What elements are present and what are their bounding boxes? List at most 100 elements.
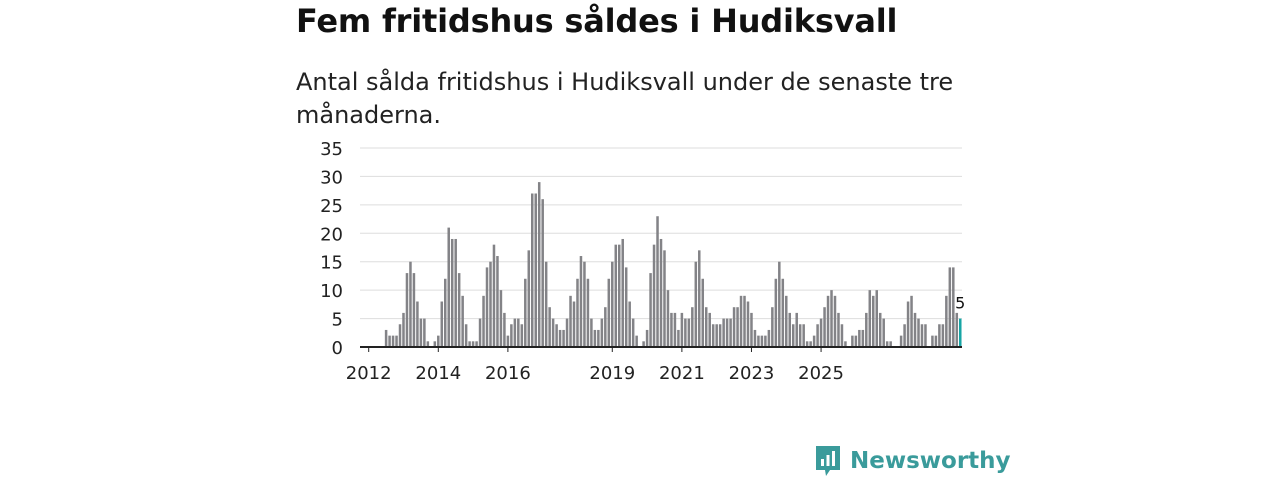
y-tick-label: 35 [320, 139, 343, 160]
bar [631, 318, 635, 347]
bar [736, 307, 739, 347]
bar [906, 301, 910, 347]
bar [934, 335, 938, 347]
bar [680, 312, 684, 347]
bar [565, 318, 569, 347]
bar [837, 312, 840, 347]
x-tick-label: 2021 [659, 363, 705, 384]
bar [492, 244, 496, 347]
bar [475, 341, 478, 347]
bar [851, 335, 854, 347]
bar [604, 307, 607, 347]
bar [903, 324, 906, 347]
bar [823, 307, 826, 347]
bar [788, 312, 792, 347]
bar [391, 335, 395, 347]
bar [388, 335, 391, 347]
x-tick-label: 2016 [485, 363, 531, 384]
bar [941, 324, 945, 347]
bar [698, 250, 701, 347]
bar [684, 318, 687, 347]
bar [471, 341, 475, 347]
bar [416, 301, 419, 347]
bar [402, 312, 405, 347]
bar [924, 324, 927, 347]
bar [711, 324, 715, 347]
chart-subtitle: Antal sålda fritidshus i Hudiksvall unde… [296, 68, 954, 129]
bar [833, 295, 837, 347]
bar [562, 329, 565, 347]
bar [395, 335, 398, 347]
bar [809, 341, 812, 347]
bar [579, 256, 583, 347]
bar [687, 318, 691, 347]
bar [621, 238, 624, 347]
bar [503, 312, 506, 347]
bar [457, 273, 461, 347]
bar [670, 312, 673, 347]
bar [624, 267, 628, 347]
bar [725, 318, 729, 347]
bar [649, 273, 652, 347]
bar [868, 290, 872, 347]
bar [899, 335, 903, 347]
bar [576, 278, 579, 347]
bar [771, 307, 774, 347]
bar [913, 312, 917, 347]
bar [645, 329, 649, 347]
bar [551, 318, 555, 347]
bar [694, 261, 698, 347]
bar [617, 244, 621, 347]
newsworthy-brand: Newsworthy [814, 444, 1011, 478]
bar [541, 199, 544, 347]
bar [722, 318, 725, 347]
bar [544, 261, 548, 347]
bar [569, 295, 572, 347]
bar [520, 324, 524, 347]
bar [819, 318, 823, 347]
bar [882, 318, 885, 347]
bar [642, 341, 645, 347]
bar [715, 324, 718, 347]
bar [865, 312, 868, 347]
x-tick-label: 2019 [589, 363, 635, 384]
data-label: 5 [955, 294, 965, 313]
bar [830, 290, 833, 347]
bar [426, 341, 430, 347]
bar [628, 301, 631, 347]
bar [412, 273, 416, 347]
bar [945, 295, 948, 347]
bar [478, 318, 482, 347]
bar [920, 324, 924, 347]
bar [384, 329, 388, 347]
bar [812, 335, 816, 347]
bar [677, 329, 680, 347]
bar [398, 324, 402, 347]
bar [854, 335, 858, 347]
chart-title: Fem fritidshus såldes i Hudiksvall [296, 2, 898, 40]
bar [524, 278, 527, 347]
bar [433, 341, 437, 347]
bar [844, 341, 847, 347]
bar [778, 261, 781, 347]
bar [743, 295, 746, 347]
bar [513, 318, 517, 347]
bar [659, 238, 663, 347]
bar [952, 267, 955, 347]
bar [826, 295, 830, 347]
bar [464, 324, 468, 347]
y-tick-label: 30 [320, 167, 343, 188]
bar [583, 261, 586, 347]
y-tick-label: 15 [320, 253, 343, 274]
bar [635, 335, 638, 347]
bar [499, 290, 503, 347]
bar [791, 324, 795, 347]
highlight-bar [959, 318, 962, 347]
bar [440, 301, 444, 347]
newsworthy-logo-icon [816, 446, 840, 476]
x-tick-label: 2025 [798, 363, 844, 384]
y-tick-label: 20 [320, 224, 343, 245]
bar [531, 193, 534, 347]
bar [666, 290, 670, 347]
bar [652, 244, 656, 347]
